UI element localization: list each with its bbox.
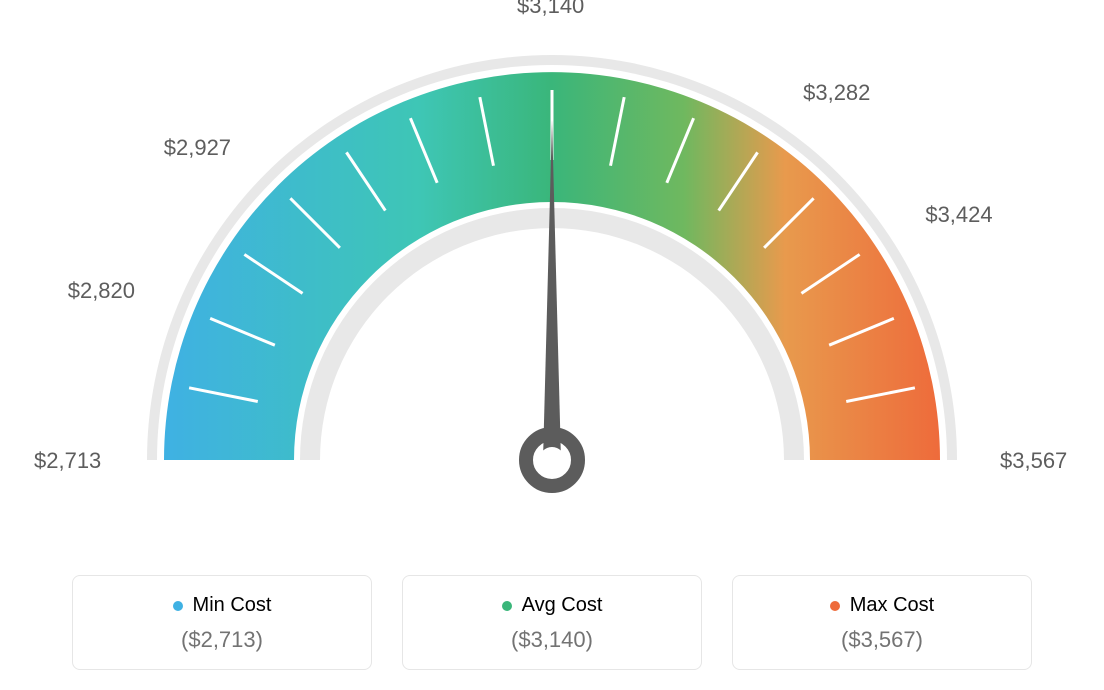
dot-icon [173,601,183,611]
legend-card-avg: Avg Cost ($3,140) [402,575,702,670]
legend-label-min: Min Cost [193,594,272,616]
scale-label: $3,140 [517,0,584,19]
legend-label-avg: Avg Cost [522,594,603,616]
legend-title-avg: Avg Cost [413,594,691,617]
legend-label-max: Max Cost [850,594,934,616]
scale-label: $2,927 [164,135,231,161]
gauge-chart [72,20,1032,520]
legend-row: Min Cost ($2,713) Avg Cost ($3,140) Max … [0,575,1104,670]
legend-title-min: Min Cost [83,594,361,617]
dot-icon [830,601,840,611]
scale-label: $3,567 [1000,448,1067,474]
dot-icon [502,601,512,611]
legend-card-min: Min Cost ($2,713) [72,575,372,670]
gauge-area: $2,713 $2,820 $2,927 $3,140 $3,282 $3,424 $3,5… [0,0,1104,560]
scale-label: $3,424 [925,202,992,228]
scale-label: $3,282 [803,80,870,106]
scale-label: $2,820 [68,278,135,304]
legend-title-max: Max Cost [743,594,1021,617]
legend-card-max: Max Cost ($3,567) [732,575,1032,670]
legend-value-min: ($2,713) [83,627,361,653]
legend-value-avg: ($3,140) [413,627,691,653]
legend-value-max: ($3,567) [743,627,1021,653]
scale-label: $2,713 [34,448,101,474]
chart-container: $2,713 $2,820 $2,927 $3,140 $3,282 $3,424 $3,5… [0,0,1104,690]
